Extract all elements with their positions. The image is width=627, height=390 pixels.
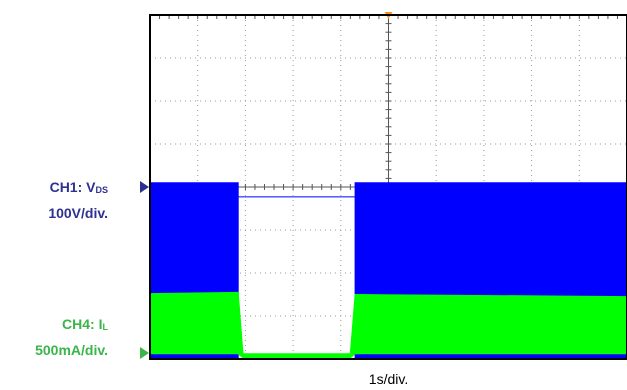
- ch4-label: CH4: IL 500mA/div.: [0, 312, 108, 362]
- ch4-name-sub: L: [102, 322, 109, 332]
- screen-frame: [149, 14, 627, 360]
- trace-ch4: [149, 291, 627, 359]
- ch4-name: CH4: I: [62, 316, 103, 332]
- ch1-ground-marker: [140, 181, 149, 193]
- ch1-name-sub: DS: [95, 185, 108, 195]
- ch1-label: CH1: VDS 100V/div.: [0, 175, 108, 225]
- x-axis-label: 1s/div.: [368, 371, 409, 387]
- traces: [149, 182, 627, 360]
- ch4-scale: 500mA/div.: [35, 342, 108, 358]
- ch1-scale: 100V/div.: [48, 205, 108, 221]
- ch1-name: CH1: V: [49, 179, 96, 195]
- ch4-ground-marker: [140, 347, 149, 359]
